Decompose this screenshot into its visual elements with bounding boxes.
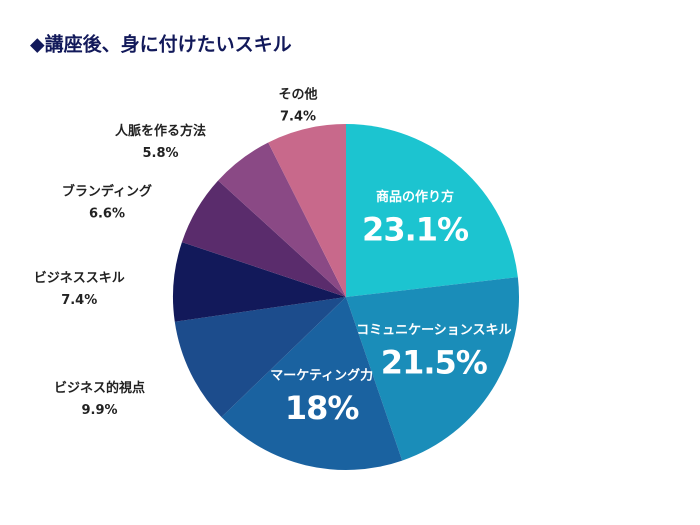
value-label: 7.4% — [61, 293, 97, 308]
chart-title: ◆講座後、身に付けたいスキル — [30, 33, 292, 56]
slice-label: ビジネス的視点 — [54, 380, 145, 396]
value-label: 23.1% — [362, 211, 469, 249]
slice-label: マーケティング力 — [270, 367, 373, 383]
pie-slice — [174, 297, 346, 418]
slice-label: その他 — [279, 87, 318, 103]
value-label: 5.8% — [142, 146, 178, 161]
value-label: 18% — [285, 389, 360, 427]
pie-slice — [346, 277, 519, 461]
slice-label: 人脈を作る方法 — [115, 123, 206, 139]
slice-label: ブランディング — [62, 183, 152, 199]
value-label: 9.9% — [82, 403, 118, 418]
value-label: 21.5% — [381, 343, 488, 381]
pie-slice — [268, 124, 346, 297]
slice-label: コミュニケーションスキル — [356, 323, 511, 338]
slice-label: ビジネススキル — [34, 270, 125, 286]
slice-label: 商品の作り方 — [376, 189, 454, 205]
pie-slice — [218, 142, 346, 297]
pie-slice — [173, 242, 346, 322]
pie-slice — [346, 124, 518, 297]
value-label: 6.6% — [89, 206, 125, 221]
pie-slice — [221, 297, 403, 470]
value-label: 7.4% — [280, 110, 316, 125]
pie-slice — [181, 180, 346, 297]
